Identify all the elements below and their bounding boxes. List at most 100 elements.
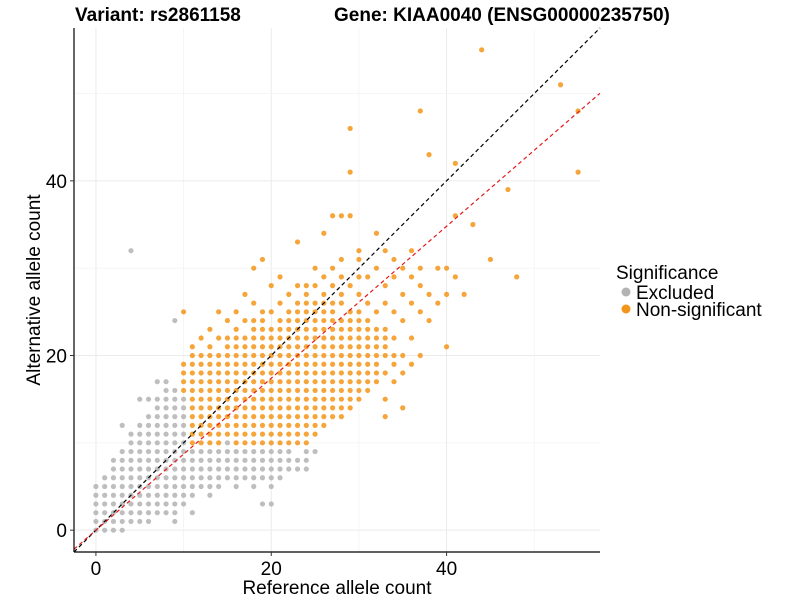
non-significant-point	[251, 440, 257, 446]
legend-non-significant-label: Non-significant	[636, 300, 762, 321]
non-significant-point	[277, 422, 283, 428]
non-significant-point	[268, 387, 274, 394]
non-significant-point	[330, 326, 336, 332]
excluded-point	[93, 483, 99, 490]
excluded-point	[180, 492, 187, 498]
excluded-point	[189, 448, 195, 455]
excluded-point	[163, 405, 169, 411]
non-significant-point	[312, 300, 318, 306]
non-significant-point	[294, 422, 301, 428]
non-significant-point	[224, 379, 231, 385]
non-significant-point	[303, 414, 309, 420]
excluded-point	[268, 483, 274, 490]
non-significant-point	[277, 352, 283, 359]
non-significant-point	[286, 309, 292, 315]
non-significant-point	[294, 335, 301, 341]
non-significant-point	[277, 414, 283, 420]
excluded-point	[154, 492, 160, 498]
non-significant-point	[207, 422, 213, 428]
non-significant-point	[216, 414, 222, 420]
excluded-point	[294, 466, 301, 472]
non-significant-point	[180, 370, 187, 376]
non-significant-point	[452, 274, 458, 280]
excluded-point	[128, 501, 134, 507]
non-significant-point	[303, 283, 309, 289]
excluded-point	[163, 510, 169, 516]
non-significant-point	[277, 274, 283, 280]
axis-ticks: 0 20 40 0 20 40	[46, 172, 457, 580]
excluded-point	[224, 475, 231, 481]
non-significant-point	[347, 379, 353, 385]
excluded-point	[137, 448, 143, 455]
non-significant-point	[303, 300, 309, 306]
non-significant-point	[330, 361, 336, 367]
excluded-point	[163, 379, 169, 385]
non-significant-point	[365, 335, 371, 341]
non-significant-point	[251, 344, 257, 350]
non-significant-point	[373, 230, 380, 236]
non-significant-point	[347, 317, 353, 324]
excluded-point	[145, 431, 152, 437]
non-significant-point	[286, 317, 292, 324]
excluded-point	[198, 457, 204, 463]
excluded-point	[216, 466, 222, 472]
excluded-point	[172, 317, 178, 324]
non-significant-point	[312, 317, 318, 324]
non-significant-point	[242, 440, 248, 446]
excluded-point	[172, 422, 178, 428]
non-significant-point	[207, 387, 213, 394]
non-significant-point	[216, 396, 222, 402]
excluded-point	[163, 440, 169, 446]
excluded-point	[207, 466, 213, 472]
non-significant-point	[277, 300, 283, 306]
fitted-line	[73, 92, 601, 550]
excluded-point	[93, 501, 99, 507]
non-significant-point	[347, 309, 353, 315]
non-significant-point	[303, 405, 309, 411]
excluded-point	[145, 492, 152, 498]
non-significant-point	[294, 379, 301, 385]
excluded-point	[180, 405, 187, 411]
non-significant-point	[268, 370, 274, 376]
excluded-point	[119, 492, 125, 498]
non-significant-point	[286, 440, 292, 446]
non-significant-point	[277, 326, 283, 332]
non-significant-point	[356, 274, 362, 280]
non-significant-point	[198, 361, 204, 367]
non-significant-point	[312, 344, 318, 350]
non-significant-point	[391, 335, 397, 341]
excluded-point	[180, 483, 187, 490]
non-significant-point	[391, 256, 397, 263]
non-significant-point	[435, 265, 441, 271]
non-significant-point	[268, 431, 274, 437]
excluded-point	[154, 457, 160, 463]
non-significant-point	[417, 108, 423, 114]
excluded-point	[251, 475, 257, 481]
non-significant-point	[189, 396, 195, 402]
non-significant-point	[268, 361, 274, 367]
non-significant-point	[216, 387, 222, 394]
non-significant-point	[189, 370, 195, 376]
excluded-point	[93, 492, 99, 498]
non-significant-point	[347, 169, 353, 175]
non-significant-point	[207, 440, 213, 446]
non-significant-point	[189, 405, 195, 411]
non-significant-point	[189, 352, 195, 359]
non-significant-point	[294, 344, 301, 350]
non-significant-point	[233, 422, 239, 428]
excluded-point	[119, 422, 125, 428]
non-significant-point	[303, 370, 309, 376]
non-significant-point	[303, 291, 309, 297]
excluded-point	[119, 510, 125, 516]
excluded-point	[154, 501, 160, 507]
excluded-point	[154, 379, 160, 385]
non-significant-point	[198, 352, 204, 359]
excluded-point	[233, 483, 239, 490]
non-significant-point	[312, 431, 318, 437]
non-significant-point	[443, 291, 450, 297]
excluded-point	[198, 475, 204, 481]
excluded-point	[172, 475, 178, 481]
non-significant-point	[330, 396, 336, 402]
non-significant-point	[461, 291, 467, 297]
non-significant-point	[303, 309, 309, 315]
